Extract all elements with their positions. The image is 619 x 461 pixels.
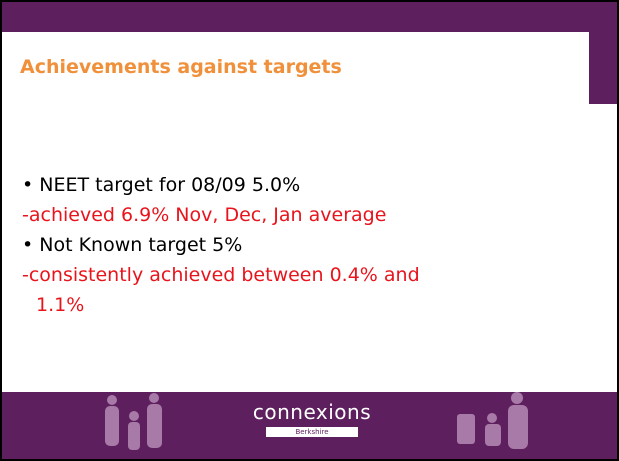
list-item: • NEET target for 08/09 5.0% bbox=[22, 170, 602, 200]
header-band bbox=[2, 2, 617, 32]
header-accent bbox=[589, 32, 617, 104]
logo-name: connexions bbox=[252, 400, 372, 424]
item-text: • Not Known target 5% bbox=[22, 234, 243, 256]
logo-region: Berkshire bbox=[266, 427, 358, 437]
footer-band bbox=[2, 392, 617, 459]
item-text: 1.1% bbox=[36, 294, 85, 316]
list-item: • Not Known target 5% bbox=[22, 230, 602, 260]
footer-figures bbox=[105, 392, 528, 450]
item-text: -consistently achieved between 0.4% and bbox=[22, 264, 420, 286]
item-text: • NEET target for 08/09 5.0% bbox=[22, 174, 301, 196]
logo: connexions Berkshire bbox=[252, 400, 372, 437]
item-text: -achieved 6.9% Nov, Dec, Jan average bbox=[22, 204, 387, 226]
list-item: -achieved 6.9% Nov, Dec, Jan average bbox=[22, 200, 602, 230]
slide-title: Achievements against targets bbox=[20, 56, 342, 78]
list-item: -consistently achieved between 0.4% and 1… bbox=[22, 260, 602, 320]
slide-body: • NEET target for 08/09 5.0% -achieved 6.… bbox=[22, 170, 602, 320]
